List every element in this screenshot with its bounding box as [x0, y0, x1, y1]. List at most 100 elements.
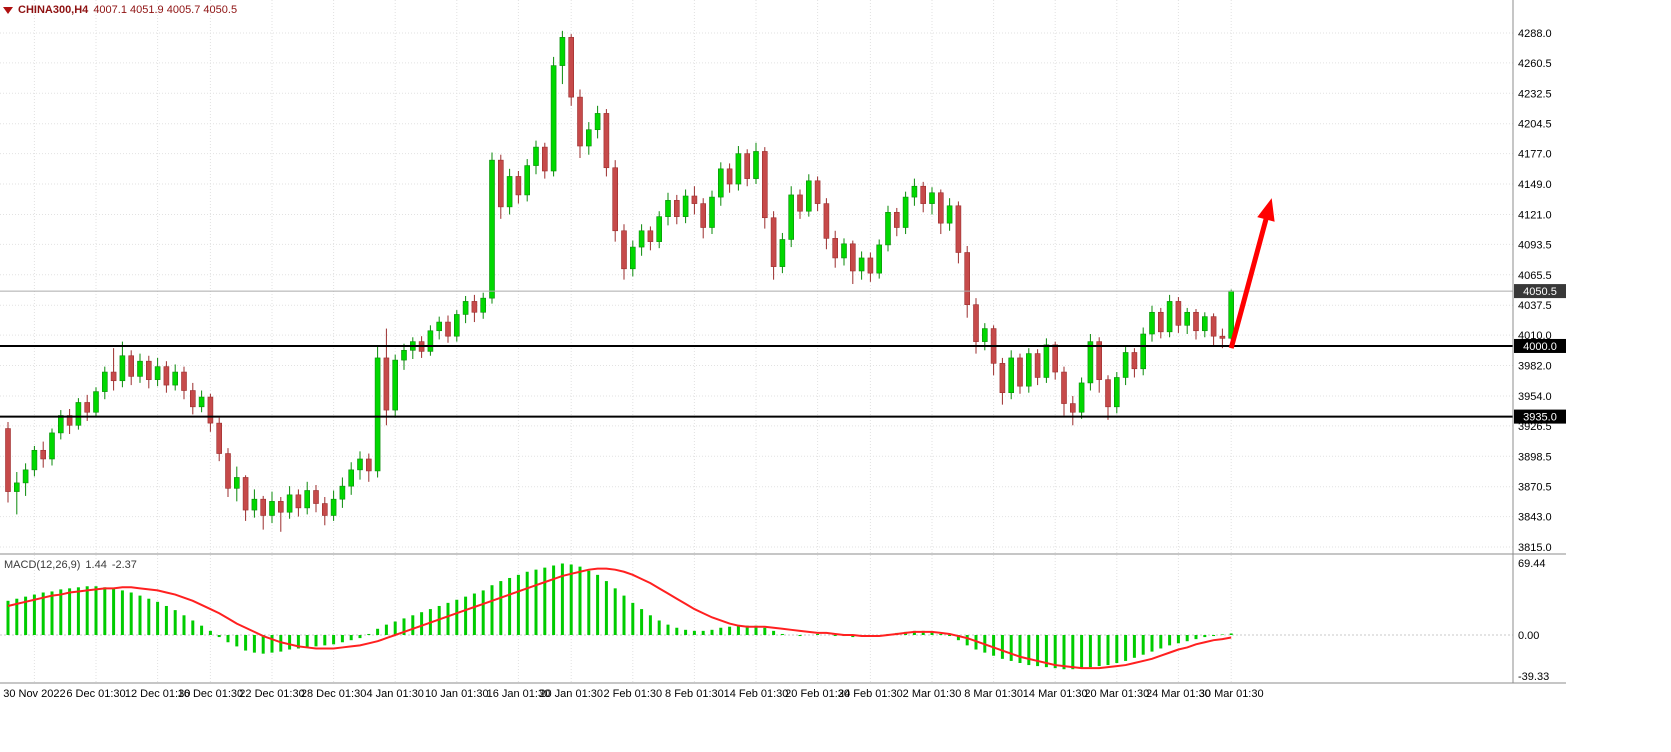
candle-body [110, 371, 117, 382]
axis-tick-label: 3926.5 [1518, 421, 1552, 433]
candle-body [797, 194, 803, 212]
axis-tick-label: 4232.5 [1518, 88, 1552, 100]
candle-body [84, 402, 90, 413]
price-level-badge-text: 4000.0 [1523, 341, 1557, 353]
candle-body [471, 301, 478, 313]
candle-body [911, 185, 918, 198]
candle-body [568, 37, 575, 98]
candle-body [146, 360, 152, 380]
candle-body [480, 297, 487, 313]
time-tick-label: 28 Dec 01:30 [301, 688, 366, 700]
candle-body [638, 230, 645, 248]
candle-body [709, 196, 715, 228]
candle-body [858, 257, 865, 272]
candle-body [497, 159, 504, 208]
candle-body [269, 501, 275, 516]
candle-body [31, 449, 38, 471]
candle-body [629, 246, 636, 270]
candle-body [401, 350, 407, 361]
time-tick-label: 6 Dec 01:30 [66, 688, 125, 700]
candle-body [832, 238, 839, 259]
candle-body [75, 402, 82, 426]
candle-body [700, 203, 707, 228]
candle-body [1122, 352, 1129, 378]
time-tick-label: 24 Feb 01:30 [838, 688, 903, 700]
candle-body [489, 159, 495, 299]
axis-tick-label: 3843.0 [1518, 512, 1552, 524]
candle-body [805, 180, 812, 212]
macd-name: MACD(12,26,9) [4, 559, 81, 571]
candle-body [277, 501, 284, 513]
macd-indicator-label: MACD(12,26,9) 1.44 -2.37 [4, 559, 142, 571]
candle-body [1034, 353, 1041, 378]
macd-signal-line [7, 567, 1232, 670]
candle-body [1043, 344, 1050, 378]
candle-body [22, 469, 29, 484]
candle-body [462, 301, 469, 315]
candle-body [445, 321, 451, 337]
time-tick-label: 30 Nov 2022 [3, 688, 65, 700]
candle-body [251, 498, 258, 511]
axis-tick-label: 4093.5 [1518, 239, 1552, 251]
candle-body [427, 330, 434, 352]
candle-body [973, 304, 979, 342]
candle-body [295, 494, 302, 509]
candle-body [788, 194, 795, 240]
candle-body [1210, 316, 1217, 337]
candle-body [779, 239, 786, 267]
candle-body [691, 195, 698, 204]
time-tick-label: 20 Feb 01:30 [785, 688, 850, 700]
candle-body [436, 321, 443, 332]
candle-body [260, 498, 267, 516]
candle-body [717, 168, 724, 198]
candle-body [876, 244, 883, 274]
candle-body [682, 195, 689, 217]
candle-body [225, 453, 231, 489]
candle-body [929, 192, 935, 204]
candle-body [1131, 352, 1138, 370]
candle-body [920, 185, 927, 204]
axis-tick-label: 4121.0 [1518, 209, 1552, 221]
axis-tick-label: 3898.5 [1518, 451, 1552, 463]
candle-body [1184, 311, 1190, 326]
time-tick-label: 12 Dec 01:30 [125, 688, 190, 700]
current-price-badge-text: 4050.5 [1523, 286, 1557, 298]
symbol-dropdown-icon[interactable] [3, 6, 13, 14]
candle-body [999, 363, 1006, 393]
candle-body [867, 257, 874, 274]
candle-body [330, 498, 337, 516]
candle-body [594, 113, 601, 131]
axis-tick-label: 3954.0 [1518, 391, 1552, 403]
trend-arrow-annotation[interactable] [1228, 198, 1275, 349]
candle-body [1175, 301, 1182, 326]
macd-axis[interactable]: 69.44 0.00 -39.33 [1518, 558, 1549, 683]
ohlc-values: 4007.1 4051.9 4005.7 4050.5 [93, 4, 238, 16]
candle-body [744, 153, 751, 179]
candle-body [1114, 377, 1120, 408]
candle-body [321, 503, 328, 516]
axis-tick-label: 3982.0 [1518, 361, 1552, 373]
grid [0, 0, 1513, 683]
candle-body [383, 357, 390, 411]
candle-body [981, 328, 988, 342]
candle-body [1193, 311, 1199, 332]
candle-body [770, 217, 777, 267]
candle-body [181, 371, 187, 391]
price-level-badge [1514, 409, 1566, 424]
axis-tick-label: 0.00 [1518, 630, 1539, 642]
candle-body [207, 396, 214, 424]
axis-tick-label: 4149.0 [1518, 179, 1552, 191]
candle-body [814, 180, 821, 204]
candle-body [577, 96, 583, 147]
current-price-badge [1514, 284, 1566, 299]
macd-histogram [6, 563, 1233, 670]
candle-body [603, 113, 610, 169]
candle-body [339, 485, 346, 500]
candle-body [1026, 353, 1032, 387]
candle-body [1096, 341, 1102, 380]
candle-body [541, 146, 548, 172]
time-tick-label: 14 Feb 01:30 [724, 688, 789, 700]
